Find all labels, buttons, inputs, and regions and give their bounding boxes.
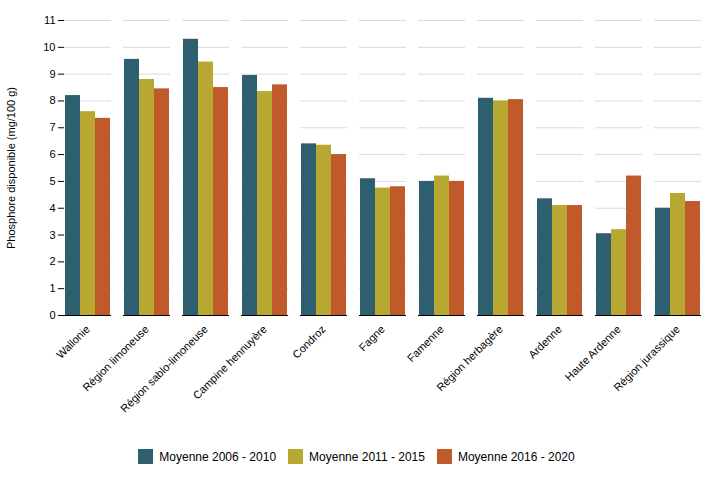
svg-text:3: 3	[49, 229, 55, 241]
svg-text:0: 0	[49, 309, 55, 321]
svg-text:11: 11	[44, 14, 55, 26]
svg-text:Ardenne: Ardenne	[526, 323, 564, 361]
svg-text:1: 1	[49, 282, 55, 294]
svg-text:Campine hennuyère: Campine hennuyère	[190, 323, 269, 402]
svg-text:Phosphore disponible (mg/100 g: Phosphore disponible (mg/100 g)	[5, 87, 17, 249]
svg-text:Wallonie: Wallonie	[54, 323, 92, 361]
svg-text:2: 2	[49, 255, 55, 267]
html-text:Moyenne 2016 - 2020: Moyenne 2016 - 2020	[457, 449, 575, 464]
svg-text:Région jurassique: Région jurassique	[611, 323, 682, 394]
html-text:Moyenne 2011 - 2015: Moyenne 2011 - 2015	[309, 449, 425, 464]
svg-text:6: 6	[49, 148, 55, 160]
svg-text:Région limoneuse: Région limoneuse	[80, 322, 151, 394]
svg-text:Famenne: Famenne	[405, 323, 446, 364]
svg-text:Fagne: Fagne	[356, 323, 387, 354]
svg-text:9: 9	[49, 68, 55, 80]
svg-text:Région sablo-limoneuse: Région sablo-limoneuse	[118, 323, 210, 415]
svg-text:5: 5	[49, 175, 55, 187]
svg-text:7: 7	[49, 121, 55, 133]
svg-text:10: 10	[43, 41, 55, 53]
svg-text:Région herbagère: Région herbagère	[434, 323, 505, 394]
svg-text:4: 4	[49, 202, 55, 214]
html-text:Moyenne 2006 - 2010: Moyenne 2006 - 2010	[159, 449, 277, 464]
svg-text:Condroz: Condroz	[290, 323, 328, 361]
svg-text:8: 8	[49, 94, 55, 106]
svg-text:Haute Ardenne: Haute Ardenne	[563, 323, 623, 383]
